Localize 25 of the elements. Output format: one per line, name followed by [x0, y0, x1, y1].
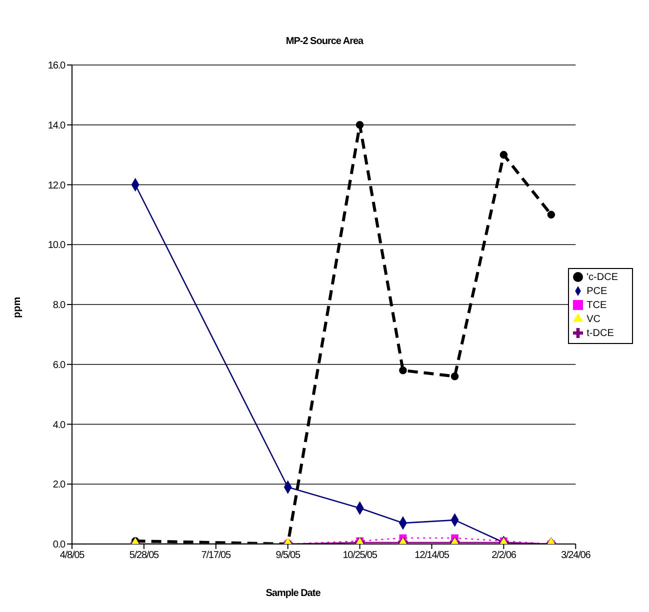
legend-label: t-DCE	[586, 328, 614, 339]
x-tick-label: 3/24/06	[561, 550, 592, 562]
y-tick-label: 14.0	[48, 120, 66, 132]
y-tick-label: 10.0	[48, 240, 66, 252]
y-tick-label: 16.0	[48, 60, 66, 72]
x-tick-label: 10/25/05	[342, 550, 378, 562]
x-axis-title: Sample Date	[264, 588, 322, 599]
x-tick-label: 12/14/05	[414, 550, 450, 562]
y-tick-label: 12.0	[48, 180, 66, 192]
y-tick-label: 8.0	[52, 300, 66, 312]
y-tick-label: 6.0	[52, 360, 66, 371]
y-tick-label: 0.0	[52, 540, 66, 551]
legend-label: VC	[586, 314, 601, 325]
x-tick-label: 5/28/05	[129, 550, 160, 562]
chart-title: MP-2 Source Area	[284, 36, 365, 47]
legend-label: TCE	[586, 300, 607, 311]
x-tick-label: 4/8/05	[60, 550, 86, 562]
y-axis-title: ppm	[12, 296, 23, 318]
y-tick-label: 2.0	[52, 480, 66, 491]
x-tick-label: 7/17/05	[201, 550, 232, 562]
x-tick-label: 2/2/06	[492, 550, 517, 562]
x-tick-label: 9/5/05	[276, 550, 301, 562]
legend-label: PCE	[586, 286, 608, 297]
legend-label: 'c-DCE	[586, 272, 618, 283]
y-tick-label: 4.0	[52, 420, 66, 431]
